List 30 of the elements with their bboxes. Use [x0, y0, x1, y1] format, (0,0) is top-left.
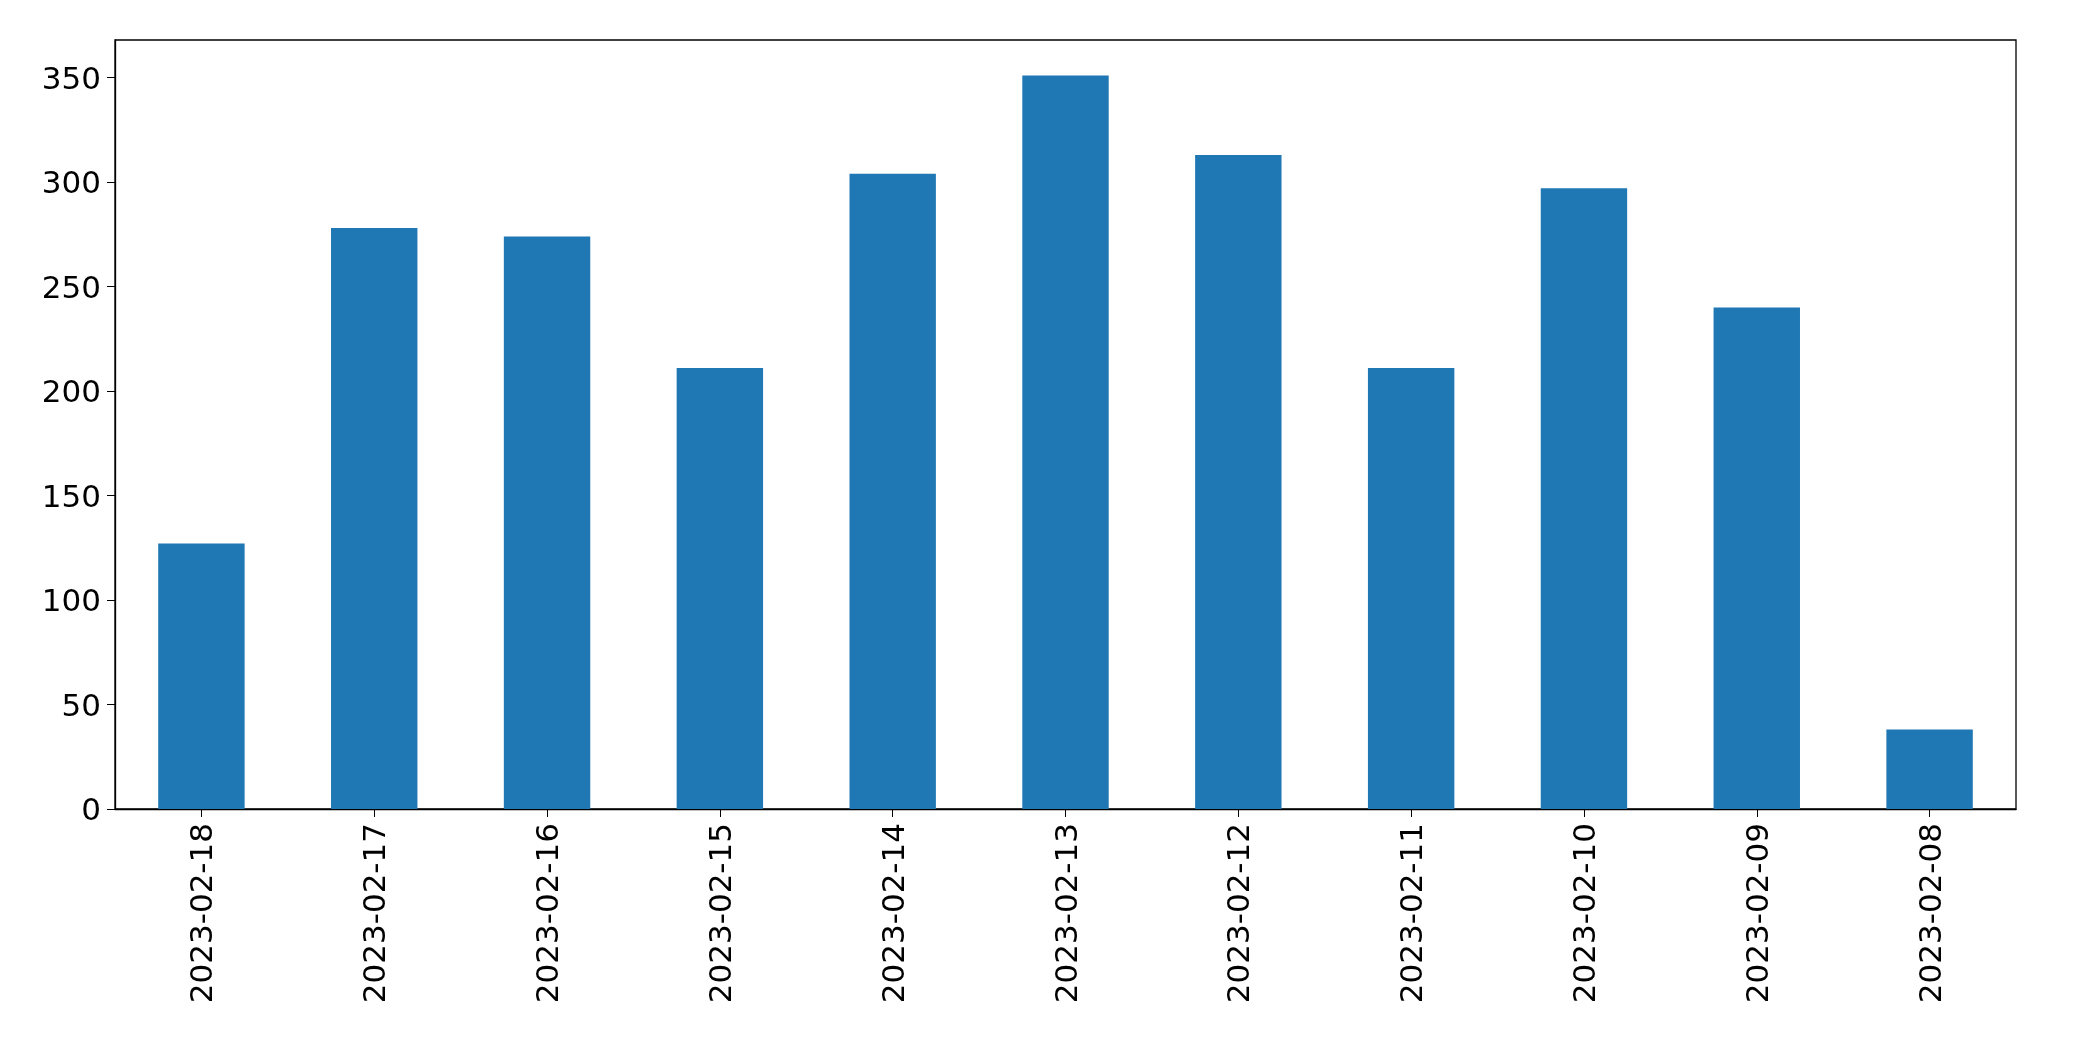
bar: [1195, 154, 1282, 809]
x-tick-label: 2023-02-17: [356, 823, 393, 1004]
y-tick-label: 150: [41, 477, 101, 514]
y-tick-label: 50: [61, 686, 101, 723]
x-tick-label: 2023-02-10: [1565, 823, 1602, 1004]
y-tick-label: 350: [41, 59, 101, 96]
x-tick-label: 2023-02-13: [1047, 823, 1084, 1004]
bar: [849, 173, 936, 809]
bar: [1540, 188, 1628, 809]
y-tick-label: 250: [41, 268, 101, 305]
bar: [676, 368, 764, 809]
x-tick-label: 2023-02-18: [183, 823, 220, 1004]
bar: [158, 543, 245, 809]
x-tick-label: 2023-02-15: [701, 823, 738, 1004]
y-tick-label: 100: [41, 582, 101, 619]
bar: [1022, 75, 1109, 809]
x-tick-label: 2023-02-08: [1911, 823, 1948, 1004]
bar: [1367, 368, 1455, 809]
bar: [1886, 729, 1973, 809]
x-tick-label: 2023-02-12: [1220, 823, 1257, 1004]
bar: [1713, 307, 1800, 809]
x-tick-label: 2023-02-09: [1738, 823, 1775, 1004]
y-tick-label: 200: [41, 373, 101, 410]
y-tick-label: 300: [41, 164, 101, 201]
y-tick-label: 0: [81, 791, 101, 827]
x-tick-label: 2023-02-16: [529, 823, 566, 1004]
x-tick-label: 2023-02-11: [1393, 823, 1430, 1004]
bar: [503, 236, 591, 809]
bar: [331, 228, 418, 809]
x-tick-label: 2023-02-14: [874, 823, 911, 1004]
